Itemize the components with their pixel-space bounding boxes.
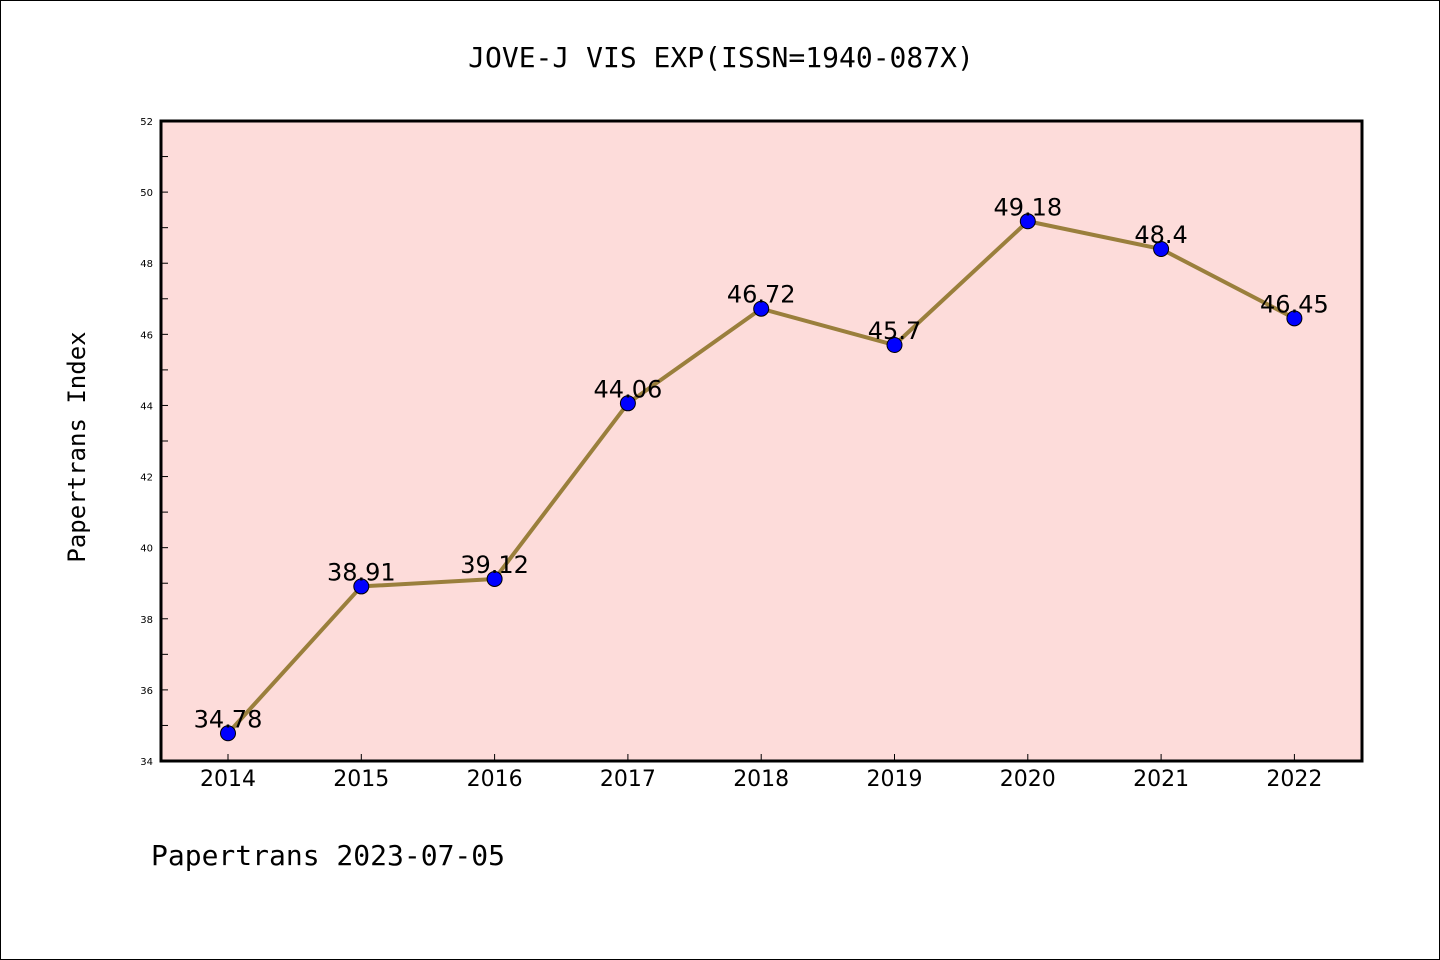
y-tick-label: 46	[140, 330, 153, 341]
data-label: 49.18	[993, 193, 1062, 221]
data-point	[1019, 213, 1036, 230]
y-axis-ticks: 34 36 38 40 42 44 46 48 50 52	[140, 117, 168, 768]
x-tick-label: 2022	[1266, 767, 1322, 792]
data-label: 45.7	[868, 317, 921, 345]
y-tick-label: 44	[140, 401, 153, 412]
y-tick-label: 40	[140, 544, 153, 555]
y-tick-label: 38	[140, 615, 153, 626]
y-tick-label: 48	[140, 259, 153, 270]
x-tick-label: 2015	[333, 767, 389, 792]
x-tick-label: 2020	[1000, 767, 1056, 792]
data-label: 46.72	[727, 281, 796, 309]
data-labels: 34.78 38.91 39.12 44.06 46.72 45.7 49.18 48.4 46…	[194, 193, 1329, 733]
plot-frame	[159, 119, 1364, 763]
data-label: 48.4	[1134, 221, 1187, 249]
data-point	[753, 300, 770, 317]
x-axis-ticks: 2014 2015 2016 2017 2018 2019 2020 2021 2022	[200, 754, 1322, 792]
data-label: 46.45	[1260, 290, 1329, 318]
footer-text: Papertrans 2023-07-05	[151, 839, 505, 872]
data-point	[353, 578, 370, 595]
data-markers	[220, 213, 1303, 742]
chart-title: JOVE-J VIS EXP(ISSN=1940-087X)	[468, 41, 974, 74]
data-label: 34.78	[194, 705, 263, 733]
plot-area	[161, 121, 1362, 761]
x-tick-label: 2021	[1133, 767, 1189, 792]
y-tick-label: 36	[140, 686, 153, 697]
y-tick-label: 52	[140, 117, 153, 128]
x-tick-label: 2018	[733, 767, 789, 792]
x-tick-label: 2016	[467, 767, 523, 792]
data-point	[486, 570, 503, 587]
y-axis-label: Papertrans Index	[63, 331, 91, 562]
x-tick-label: 2014	[200, 767, 256, 792]
x-tick-label: 2017	[600, 767, 656, 792]
data-point	[1153, 241, 1170, 257]
data-label: 44.06	[594, 375, 663, 403]
x-tick-label: 2019	[867, 767, 923, 792]
data-label: 38.91	[327, 558, 396, 586]
y-tick-label: 42	[140, 473, 153, 484]
y-tick-label: 50	[140, 188, 153, 199]
data-label: 39.12	[460, 551, 529, 579]
data-point	[619, 395, 636, 412]
data-point	[1286, 310, 1303, 327]
data-point	[220, 725, 236, 742]
data-point	[886, 337, 903, 353]
y-tick-label: 34	[140, 757, 153, 768]
